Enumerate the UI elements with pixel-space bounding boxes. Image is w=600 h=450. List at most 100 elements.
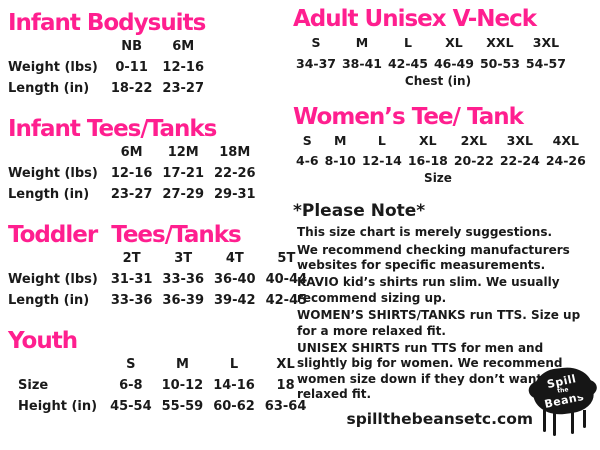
corner-cell (8, 37, 106, 58)
size-value: 0-11 (115, 60, 148, 76)
note-line: UNISEX SHIRTS run TTS for men and slight… (297, 340, 563, 401)
size-value: 24-26 (545, 153, 586, 169)
note-line: We recommend checking manufacturers webs… (297, 242, 570, 273)
note-line: This size chart is merely suggestions. (297, 225, 553, 240)
size-value: 16-18 (407, 153, 448, 169)
womens-tee-unit-label: Size (424, 171, 452, 186)
size-value: 12-14 (361, 153, 402, 169)
column-header: 3XL (532, 35, 560, 51)
size-value: 36-39 (162, 293, 204, 309)
spill-the-beans-logo: Spill the Beans (530, 364, 596, 436)
column-header: M (175, 357, 189, 373)
column-header: 3T (174, 251, 193, 267)
corner-cell (8, 143, 106, 164)
section-title-infant-bodysuits: Infant Bodysuits (8, 10, 206, 36)
column-header: NB (121, 39, 143, 55)
column-header: XL (419, 133, 437, 149)
section-infant-bodysuits: Infant Bodysuits NB 6M Weight (lbs) 0-11 12-… (8, 10, 292, 100)
size-value: 46-49 (433, 55, 474, 71)
row-label: Size (18, 378, 49, 394)
section-title-infant-tees: Infant Tees/Tanks (8, 115, 217, 142)
size-value: 42-45 (265, 293, 308, 309)
row-label: Weight (lbs) (8, 272, 98, 288)
section-title-youth: Youth (8, 327, 78, 354)
size-value: 36-40 (214, 272, 256, 288)
size-value: 54-57 (525, 55, 566, 71)
toddler-tees-table: 2T 3T 4T 5T Weight (lbs) 31-31 33-36 36-40 40-44… (8, 249, 307, 312)
column-header: XXL (486, 35, 514, 51)
size-value: 38-41 (341, 55, 382, 71)
size-value: 20-22 (453, 153, 494, 169)
column-header: 4XL (552, 133, 579, 149)
size-value: 50-53 (479, 55, 520, 71)
column-header: XL (276, 357, 295, 373)
size-value: 55-59 (161, 399, 204, 415)
column-header: 12M (167, 145, 199, 161)
size-value: 60-62 (213, 399, 255, 415)
section-youth: Youth S M L XL Size 6-8 10-12 14-16 18 Height (in… (8, 327, 306, 418)
size-value: 33-36 (110, 293, 153, 309)
column-header: 2T (122, 251, 141, 267)
column-header: 6M (120, 145, 143, 161)
size-value: 23-27 (110, 187, 153, 203)
size-value: 10-12 (161, 378, 204, 394)
section-adult-vneck: Adult Unisex V-Neck S M L XL XXL 3XL 34-37 38-4… (293, 6, 595, 88)
left-column: Infant Bodysuits NB 6M Weight (lbs) 0-11 12-… (8, 10, 307, 434)
size-value: 27-29 (162, 187, 204, 203)
size-value: 33-36 (162, 272, 204, 288)
column-header: S (126, 357, 136, 373)
size-value: 34-37 (296, 55, 336, 71)
size-value: 42-45 (387, 55, 428, 71)
size-value: 18-22 (110, 81, 153, 97)
column-header: M (355, 35, 369, 51)
size-value: 45-54 (110, 399, 152, 415)
section-title-womens-tee: Women’s Tee/ Tank (293, 103, 524, 130)
corner-cell (8, 249, 106, 270)
section-womens-tee: Women’s Tee/ Tank S M L XL 2XL 3XL 4XL 4-6 8-10 1… (293, 104, 595, 186)
column-header: 4T (225, 251, 244, 267)
column-header: S (311, 35, 321, 51)
column-header: L (229, 357, 239, 373)
size-value: 40-44 (265, 272, 308, 288)
logo-text-line3: Beans (543, 389, 586, 411)
please-note-title: *Please Note* (293, 201, 426, 222)
infant-bodysuits-table: NB 6M Weight (lbs) 0-11 12-16 Length (in) 18-2… (8, 37, 292, 100)
size-value: 12-16 (110, 166, 153, 182)
size-value: 8-10 (324, 153, 356, 169)
row-label: Length (in) (8, 187, 90, 203)
column-header: 18M (219, 145, 251, 161)
section-toddler-tees: Toddler Tees/Tanks 2T 3T 4T 5T Weight (lbs) 3… (8, 222, 307, 312)
size-value: 22-26 (214, 166, 256, 182)
size-value: 29-31 (214, 187, 256, 203)
size-value: 14-16 (213, 378, 255, 394)
row-label: Weight (lbs) (8, 166, 98, 182)
size-value: 18 (276, 378, 295, 394)
column-header: 5T (277, 251, 296, 267)
adult-vneck-table: S M L XL XXL 3XL 34-37 38-41 42-45 46-49 50-53 54-5… (293, 33, 595, 73)
row-label: Height (in) (18, 399, 98, 415)
logo-text-line1: Spill (546, 372, 578, 392)
column-header: L (377, 133, 386, 149)
youth-table: S M L XL Size 6-8 10-12 14-16 18 Height (in) 45-54… (18, 355, 306, 418)
size-value: 22-24 (499, 153, 540, 169)
logo-drip (553, 410, 556, 436)
please-note-section: *Please Note* This size chart is merely … (293, 201, 595, 402)
size-value: 12-16 (162, 60, 204, 76)
column-header: M (334, 133, 347, 149)
adult-vneck-unit-label: Chest (in) (404, 73, 472, 88)
column-header: L (403, 35, 412, 51)
logo-drip (583, 410, 586, 428)
size-value: 6-8 (119, 378, 143, 394)
column-header: XL (445, 35, 463, 51)
column-header: S (302, 133, 312, 149)
section-title-adult-vneck: Adult Unisex V-Neck (293, 6, 537, 32)
website-url: spillthebeansetc.com (346, 410, 533, 429)
column-header: 3XL (506, 133, 533, 149)
size-value: 17-21 (162, 166, 204, 182)
logo-drip (571, 410, 574, 434)
note-line: WOMEN’S SHIRTS/TANKS run TTS. Size up fo… (297, 308, 581, 338)
size-value: 31-31 (110, 272, 153, 288)
column-header: 6M (172, 39, 195, 55)
size-value: 63-64 (264, 399, 307, 415)
corner-cell (18, 355, 105, 376)
